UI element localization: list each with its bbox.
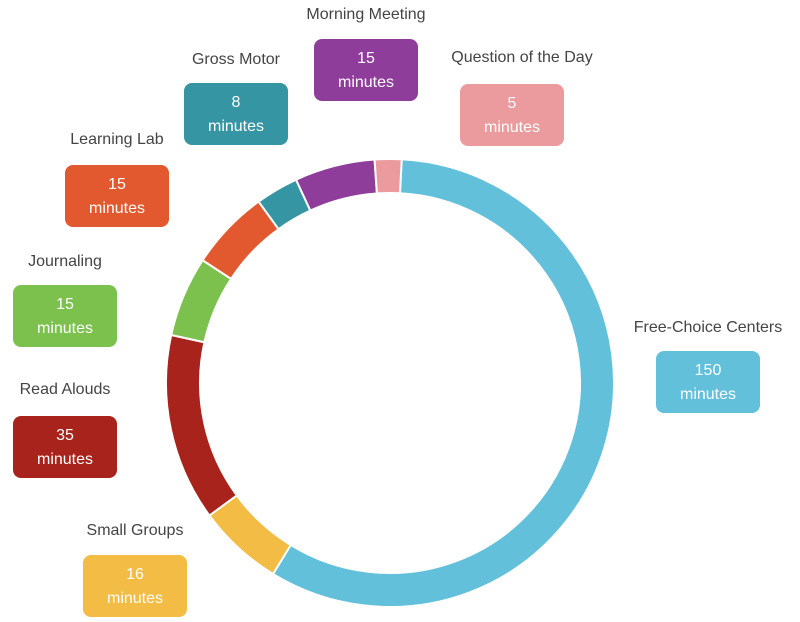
category-label: Learning Lab — [70, 131, 164, 148]
value-label: 5 — [508, 95, 517, 112]
donut-segment — [271, 158, 615, 608]
category-label: Gross Motor — [192, 51, 281, 68]
category-label: Journaling — [28, 253, 102, 270]
value-box — [65, 165, 169, 227]
category-label: Free-Choice Centers — [634, 319, 783, 336]
donut-segment — [294, 158, 378, 212]
unit-label: minutes — [338, 74, 394, 91]
value-label: 35 — [56, 427, 74, 444]
value-box — [656, 351, 760, 413]
value-label: 15 — [357, 50, 375, 67]
unit-label: minutes — [37, 320, 93, 337]
unit-label: minutes — [37, 451, 93, 468]
value-box — [184, 83, 288, 145]
value-label: 16 — [126, 566, 144, 583]
unit-label: minutes — [208, 118, 264, 135]
value-label: 8 — [232, 94, 241, 111]
value-label: 15 — [56, 296, 74, 313]
unit-label: minutes — [680, 386, 736, 403]
value-label: 150 — [695, 362, 722, 379]
unit-label: minutes — [484, 119, 540, 136]
value-box — [83, 555, 187, 617]
donut-segment — [373, 158, 403, 195]
category-label: Question of the Day — [451, 49, 592, 66]
donut-segment — [165, 333, 239, 517]
category-label: Morning Meeting — [306, 6, 425, 23]
category-label: Read Alouds — [20, 381, 111, 398]
value-box — [13, 285, 117, 347]
unit-label: minutes — [89, 200, 145, 217]
value-box — [314, 39, 418, 101]
value-box — [460, 84, 564, 146]
category-label: Small Groups — [87, 522, 184, 539]
unit-label: minutes — [107, 590, 163, 607]
value-label: 15 — [108, 176, 126, 193]
value-box — [13, 416, 117, 478]
